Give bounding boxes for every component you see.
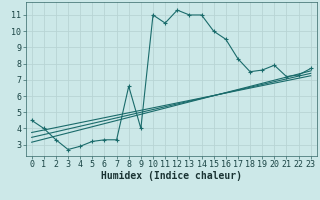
X-axis label: Humidex (Indice chaleur): Humidex (Indice chaleur) [101, 171, 242, 181]
